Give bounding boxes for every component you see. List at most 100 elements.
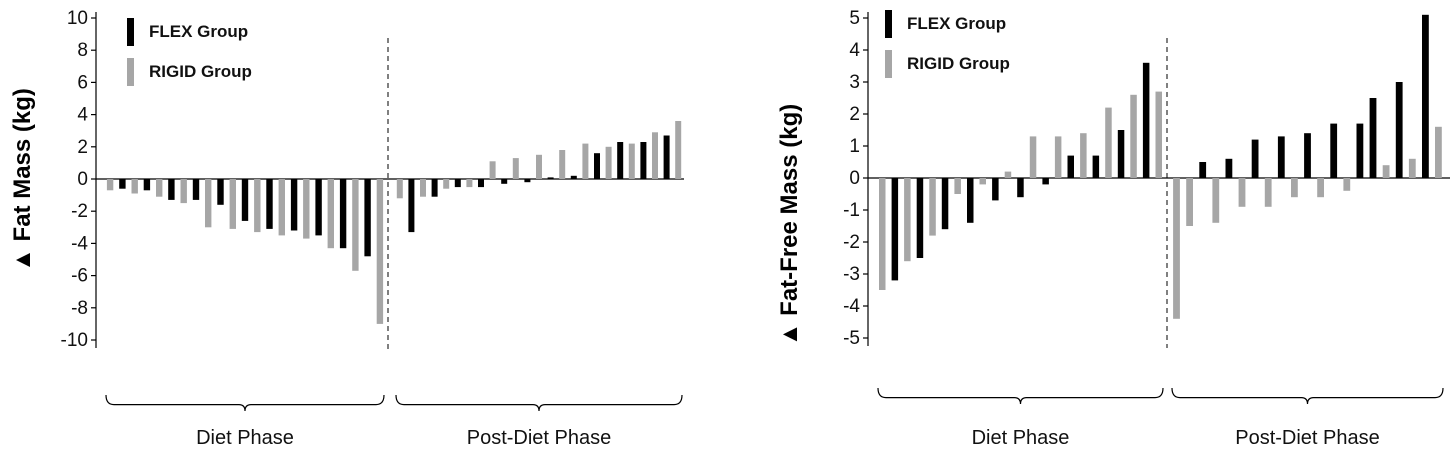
phase-label: Diet Phase [196, 427, 294, 449]
bar-rigid [180, 179, 187, 204]
phase-label: Post-Diet Phase [1235, 427, 1380, 449]
bar-rigid [1173, 178, 1180, 319]
bar-rigid [420, 179, 426, 197]
bar-flex [1117, 130, 1125, 178]
y-tick-label: -4 [843, 296, 860, 317]
bar-flex [431, 179, 438, 197]
bar-rigid [303, 179, 310, 239]
bar-rigid [1155, 91, 1162, 178]
bar-flex [941, 178, 949, 230]
bar-rigid [443, 179, 450, 189]
bar-flex [241, 179, 249, 221]
phase-brace [877, 387, 1164, 405]
y-axis-label: ▲ Fat-Free Mass (kg) [776, 104, 803, 346]
bar-rigid [278, 179, 285, 236]
bar-flex [1017, 178, 1024, 198]
y-tick-label: -2 [71, 201, 88, 222]
legend-swatch [127, 18, 134, 46]
fat-mass-chart: 10 8 6 4 2 0 -2 -4 -6 -8 -10 Diet Phase Post-Diet Ph… [9, 8, 684, 449]
bar-rigid [512, 158, 519, 179]
y-tick-label: -5 [843, 328, 860, 349]
bar-rigid [879, 178, 886, 290]
bar-rigid [1408, 158, 1416, 178]
bar-flex [570, 175, 577, 179]
bar-flex [1422, 14, 1429, 178]
bar-rigid [536, 154, 542, 179]
bar-flex [290, 179, 298, 231]
bar-flex [339, 179, 347, 249]
y-tick-label: 4 [77, 105, 88, 126]
bar-flex [967, 178, 974, 223]
bar-flex [119, 179, 126, 189]
bar-flex [547, 177, 554, 179]
bar-rigid [1317, 178, 1324, 198]
bar-flex [501, 179, 508, 184]
y-tick-label: 2 [77, 137, 88, 158]
bar-rigid [1029, 136, 1037, 178]
bar-rigid [1130, 94, 1137, 178]
bar-flex [478, 179, 484, 188]
bar-flex [168, 179, 175, 200]
bar-rigid [954, 178, 961, 194]
bar-flex [1199, 162, 1207, 178]
y-tick-label: -8 [71, 298, 88, 319]
y-tick-label: 4 [849, 40, 860, 61]
y-tick-label: 8 [77, 40, 88, 61]
y-tick-label: -10 [61, 330, 88, 351]
bar-rigid [605, 146, 612, 179]
bar-flex [891, 178, 899, 281]
bar-flex [1356, 123, 1364, 178]
legend-swatch [885, 50, 892, 78]
bar-rigid [1212, 178, 1220, 223]
bar-flex [1042, 178, 1049, 185]
bar-rigid [1343, 178, 1351, 191]
y-tick-label: 3 [849, 72, 860, 93]
bar-flex [524, 179, 531, 183]
bar-rigid [652, 132, 658, 179]
bar-rigid [1264, 178, 1272, 207]
bar-flex [1277, 136, 1285, 178]
bar-flex [594, 153, 600, 179]
y-tick-label: 10 [67, 8, 88, 29]
bar-flex [1304, 133, 1311, 178]
bar-rigid [1105, 107, 1112, 178]
y-tick-label: -2 [843, 232, 860, 253]
legend-label: FLEX Group [149, 22, 248, 41]
bar-flex [1067, 155, 1074, 178]
bar-rigid [489, 161, 496, 179]
y-tick-label: -4 [71, 233, 88, 254]
bar-flex [992, 178, 999, 201]
bar-rigid [1238, 178, 1246, 207]
y-tick-label: -1 [843, 200, 860, 221]
phase-brace [1171, 387, 1444, 405]
bar-rigid [675, 121, 682, 179]
bar-rigid [254, 179, 261, 233]
bar-rigid [376, 179, 384, 324]
bar-rigid [131, 179, 138, 194]
bar-rigid [1080, 133, 1087, 178]
bar-rigid [1054, 136, 1062, 178]
legend-swatch [885, 10, 892, 38]
bar-flex [640, 142, 647, 179]
phase-brace [105, 394, 385, 412]
bar-flex [217, 179, 224, 205]
phase-brace [395, 394, 683, 412]
y-axis-label: ▲ Fat Mass (kg) [9, 88, 36, 272]
bar-rigid [1004, 171, 1012, 178]
phase-label: Post-Diet Phase [467, 427, 612, 449]
legend-label: RIGID Group [907, 54, 1010, 73]
bar-flex [1092, 155, 1100, 178]
phase-label: Diet Phase [972, 427, 1070, 449]
bar-rigid [628, 143, 635, 179]
bar-flex [663, 135, 670, 179]
y-tick-label: 6 [77, 72, 88, 93]
bar-flex [1330, 123, 1338, 178]
legend-label: RIGID Group [149, 62, 252, 81]
bar-rigid [1186, 178, 1193, 226]
bar-flex [1251, 139, 1259, 178]
bar-rigid [205, 179, 212, 228]
bar-rigid [106, 179, 114, 191]
y-tick-label: -3 [843, 264, 860, 285]
bar-flex [1225, 158, 1233, 178]
y-tick-label: 0 [849, 168, 860, 189]
